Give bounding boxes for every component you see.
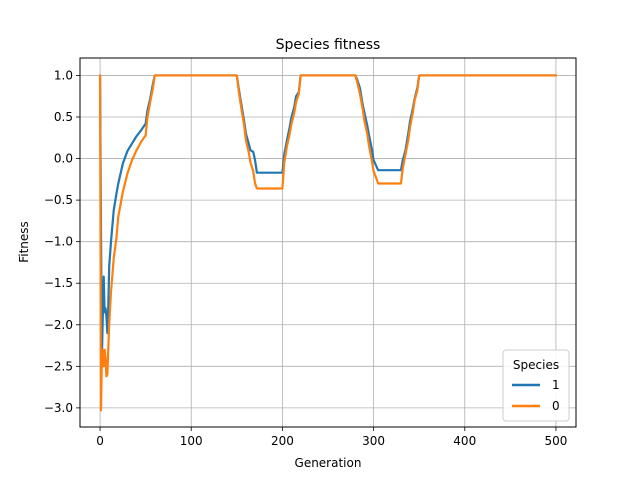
series-layer <box>98 74 558 412</box>
plot-frame <box>79 57 577 428</box>
legend-title: Species <box>513 358 559 372</box>
y-tick-label: −1.0 <box>44 235 73 249</box>
y-tick-label: −2.0 <box>44 318 73 332</box>
x-tick-label: 300 <box>362 434 385 448</box>
chart-title: Species fitness <box>276 37 381 53</box>
y-tick-label: −3.0 <box>44 401 73 415</box>
x-tick-label: 100 <box>180 434 203 448</box>
x-tick-label: 400 <box>453 434 476 448</box>
y-tick-label: −0.5 <box>44 193 73 207</box>
y-tick-label: −2.5 <box>44 359 73 373</box>
series-line-0 <box>98 74 558 412</box>
legend-label-series-1: 1 <box>552 378 560 392</box>
y-tick-label: 0.0 <box>54 152 73 166</box>
x-tick-label: 500 <box>544 434 567 448</box>
tick-layer: 0 100 200 300 400 500 −3.0 −2.5 −2.0 −1.5 −1.0 −0.5… <box>44 68 568 448</box>
x-axis-label: Generation <box>295 456 362 470</box>
y-tick-label: −1.5 <box>44 276 73 290</box>
legend: Species 1 0 <box>502 349 570 422</box>
y-tick-label: 1.0 <box>54 68 73 82</box>
y-tick-label: 0.5 <box>54 110 73 124</box>
x-tick-label: 0 <box>96 434 104 448</box>
legend-label-series-0: 0 <box>552 399 560 413</box>
y-axis-label: Fitness <box>17 221 31 263</box>
x-tick-label: 200 <box>271 434 294 448</box>
